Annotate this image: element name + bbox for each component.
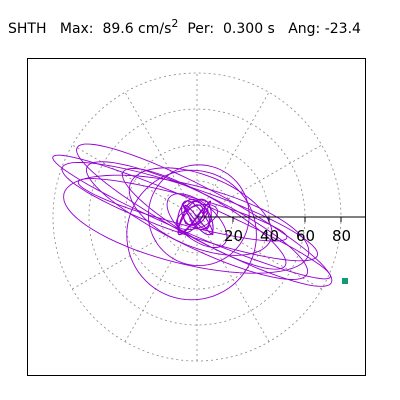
trace-loop-3	[77, 178, 288, 242]
trace-core	[177, 198, 214, 236]
angle-label: Ang:	[288, 21, 321, 37]
tick-label-80: 80	[332, 227, 351, 245]
trace-loop-5	[128, 167, 273, 256]
trace-loop-1	[61, 161, 319, 262]
trace-loop-7	[126, 169, 257, 301]
tick-label-40: 40	[260, 227, 279, 245]
chart-title: SHTH Max: 89.6 cm/s2 Per: 0.300 s Ang: -…	[8, 16, 361, 37]
trace-loop-11	[76, 143, 333, 287]
peak-marker	[342, 278, 348, 284]
period-label: Per:	[187, 21, 215, 37]
tick-label-60: 60	[296, 227, 315, 245]
particle-motion-trace	[52, 143, 333, 301]
radial-axis: 20 40 60 80	[197, 216, 366, 245]
station-name: SHTH	[8, 21, 47, 37]
trace-loop-6	[147, 164, 250, 267]
max-label: Max:	[59, 21, 94, 37]
grid-spoke-60	[124, 92, 270, 342]
grid-spoke-30	[72, 144, 322, 290]
grid-spoke-120	[124, 92, 270, 342]
trace-loop-10	[63, 174, 310, 274]
max-unit-exponent: 2	[171, 17, 179, 30]
angle-value: -23.4	[324, 21, 361, 37]
trace-loop-8	[166, 193, 228, 248]
max-value: 89.6 cm/s	[102, 21, 172, 37]
trace-loop-0	[52, 154, 331, 280]
period-value: 0.300 s	[223, 21, 275, 37]
tick-label-20: 20	[224, 227, 243, 245]
